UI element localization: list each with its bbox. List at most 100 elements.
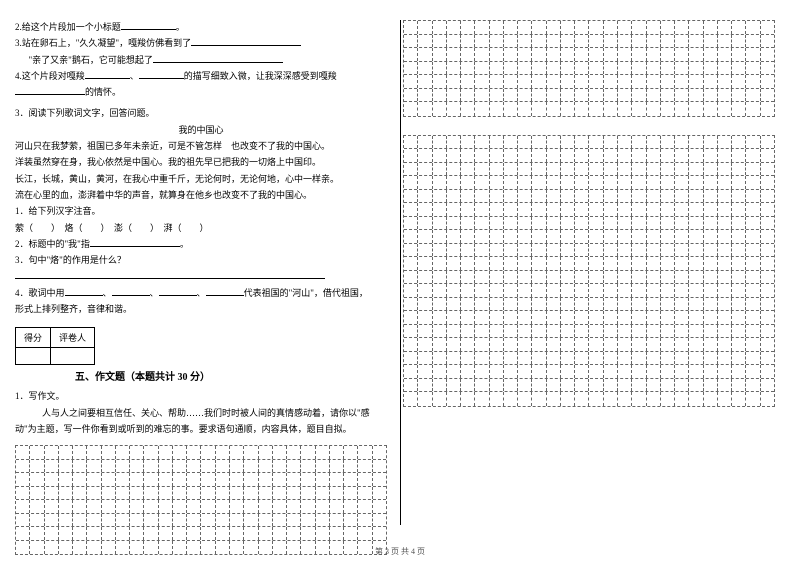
grid-cell [647, 298, 661, 311]
grid-cell [475, 89, 489, 102]
grid-cell [761, 379, 774, 392]
grid-cell [746, 298, 760, 311]
grid-cell [116, 514, 130, 527]
grid-cell [16, 527, 30, 540]
grid-cell [475, 48, 489, 61]
grid-row [404, 163, 774, 177]
grid-cell [761, 244, 774, 257]
grid-cell [661, 163, 675, 176]
grid-cell [704, 203, 718, 216]
grid-cell [661, 284, 675, 297]
grid-cell [144, 500, 158, 513]
grid-cell [404, 136, 418, 149]
grid-cell [732, 190, 746, 203]
grid-cell [589, 284, 603, 297]
grid-cell [589, 176, 603, 189]
grid-cell [216, 527, 230, 540]
grid-cell [661, 271, 675, 284]
grid-cell [102, 460, 116, 473]
grid-cell [689, 163, 703, 176]
grid-cell [504, 48, 518, 61]
grid-cell [518, 352, 532, 365]
blank [65, 286, 103, 296]
grid-cell [604, 48, 618, 61]
grid-cell [661, 392, 675, 406]
grid-cell [490, 35, 504, 48]
grid-cell [547, 35, 561, 48]
grid-cell [675, 271, 689, 284]
grid-cell [561, 62, 575, 75]
grid-cell [301, 527, 315, 540]
grid-cell [518, 325, 532, 338]
grid-cell [604, 89, 618, 102]
grid-cell [561, 217, 575, 230]
grid-cell [87, 500, 101, 513]
text: "亲了又亲"鹅石，它可能想起了 [29, 55, 153, 65]
grid-cell [461, 89, 475, 102]
grid-cell [675, 257, 689, 270]
grid-cell [589, 379, 603, 392]
text: 人与人之间要相互信任、关心、帮助……我们时时被人间的真情感动着，请你以"感 [42, 408, 370, 418]
grid-cell [561, 325, 575, 338]
grid-cell [604, 62, 618, 75]
grid-cell [689, 244, 703, 257]
grid-cell [418, 392, 432, 406]
grid-cell [718, 365, 732, 378]
grid-cell [575, 365, 589, 378]
grid-cell [561, 311, 575, 324]
grid-cell [373, 527, 386, 540]
text: 3．阅读下列歌词文字，回答问题。 [15, 108, 155, 118]
grid-cell [87, 527, 101, 540]
grid-cell [461, 176, 475, 189]
grid-cell [575, 176, 589, 189]
grid-cell [732, 176, 746, 189]
grid-cell [632, 62, 646, 75]
grid-cell [661, 136, 675, 149]
grid-cell [287, 527, 301, 540]
grid-cell [447, 230, 461, 243]
grid-cell [675, 230, 689, 243]
grid-cell [490, 149, 504, 162]
grid-cell [259, 446, 273, 459]
grid-cell [475, 203, 489, 216]
grid-cell [746, 190, 760, 203]
grid-cell [532, 244, 546, 257]
grader-header: 评卷人 [51, 328, 95, 348]
grid-cell [761, 149, 774, 162]
grid-cell [704, 163, 718, 176]
grid-cell [547, 379, 561, 392]
grid-cell [490, 190, 504, 203]
grid-cell [418, 352, 432, 365]
grid-cell [547, 149, 561, 162]
grid-cell [704, 338, 718, 351]
grid-cell [589, 62, 603, 75]
grid-cell [561, 203, 575, 216]
grid-cell [732, 75, 746, 88]
grid-cell [689, 149, 703, 162]
grid-row [404, 379, 774, 393]
grid-cell [433, 190, 447, 203]
grid-cell [475, 352, 489, 365]
text: 形式上排列整齐，音律和谐。 [15, 304, 132, 314]
grid-cell [344, 500, 358, 513]
grid-cell [358, 446, 372, 459]
grid-cell [589, 163, 603, 176]
grid-cell [30, 500, 44, 513]
blank [85, 69, 130, 79]
blank [191, 36, 301, 46]
grid-cell [589, 392, 603, 406]
grid-cell [689, 62, 703, 75]
grid-cell [244, 527, 258, 540]
grid-cell [287, 446, 301, 459]
grid-row [404, 176, 774, 190]
grid-cell [661, 75, 675, 88]
grid-cell [675, 35, 689, 48]
grid-cell [287, 487, 301, 500]
grid-cell [475, 217, 489, 230]
grid-cell [475, 21, 489, 34]
text: 流在心里的血，澎湃着中华的声音，就算身在他乡也改变不了我的中国心。 [15, 190, 312, 200]
grid-cell [159, 460, 173, 473]
grid-cell [547, 352, 561, 365]
grid-cell [575, 102, 589, 116]
grid-cell [561, 244, 575, 257]
